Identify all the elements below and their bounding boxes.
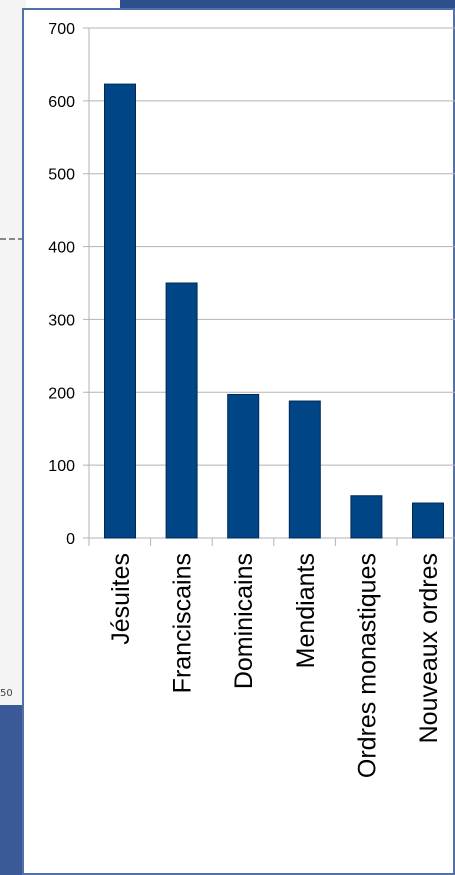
bars (104, 83, 444, 539)
y-tick-label: 100 (48, 458, 75, 475)
x-axis (88, 28, 398, 546)
bar (412, 502, 444, 539)
y-tick-label: 0 (66, 531, 75, 548)
y-tick-label: 700 (48, 21, 75, 38)
background-window-lower (0, 705, 26, 875)
background-dashed-line (0, 238, 24, 240)
y-axis-ticks: 0 100 200 300 400 500 600 700 (48, 21, 75, 548)
background-fragment-text: 50 (0, 688, 13, 699)
bar (288, 400, 321, 539)
x-category-label: Mendiants (292, 553, 320, 668)
bar (350, 495, 383, 539)
y-tick-label: 300 (48, 312, 75, 329)
y-tick-label: 200 (48, 385, 75, 402)
x-category-label: Jésuites (107, 553, 135, 645)
y-tick-label: 500 (48, 167, 75, 184)
x-category-label: Franciscains (169, 553, 197, 693)
x-axis-labels: Jésuites Franciscains Dominicains Mendiants… (107, 553, 443, 778)
bar (165, 282, 198, 539)
x-category-label: Ordres monastiques (353, 553, 381, 778)
y-tick-label: 600 (48, 94, 75, 111)
x-category-label: Dominicains (230, 553, 258, 689)
grid-lines (83, 27, 455, 539)
x-category-label: Nouveaux ordres (415, 553, 443, 743)
bar (104, 83, 136, 539)
y-tick-label: 400 (48, 240, 75, 257)
bar (227, 393, 260, 539)
